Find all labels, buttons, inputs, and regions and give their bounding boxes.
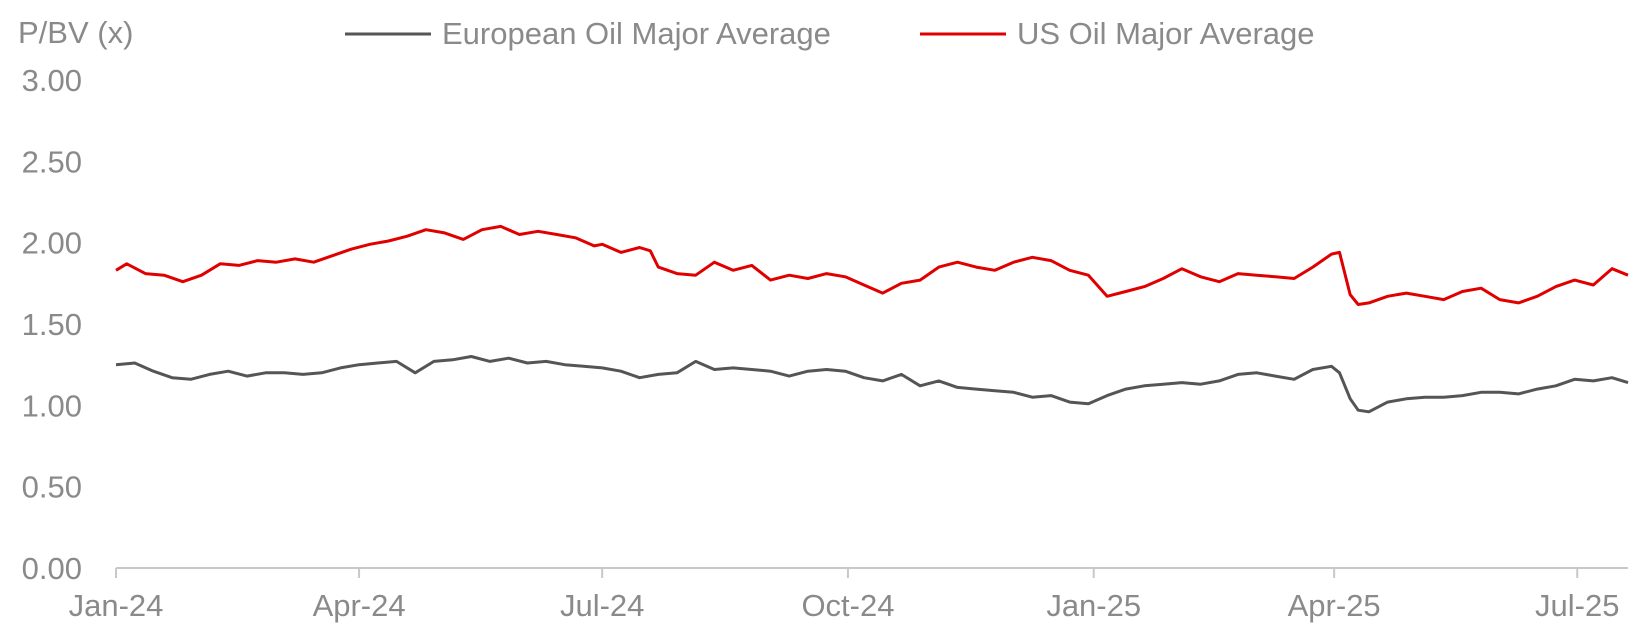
y-tick-label: 0.00 bbox=[22, 551, 82, 586]
x-tick-label: Apr-25 bbox=[1288, 588, 1381, 623]
legend: European Oil Major Average US Oil Major A… bbox=[345, 16, 1315, 51]
x-tick-label: Jan-25 bbox=[1046, 588, 1141, 623]
x-tick-label: Oct-24 bbox=[801, 588, 894, 623]
y-tick-label: 2.50 bbox=[22, 144, 82, 179]
y-tick-label: 2.00 bbox=[22, 226, 82, 261]
x-tick-label: Jan-24 bbox=[69, 588, 164, 623]
legend-label-european-oil-major-average: European Oil Major Average bbox=[442, 16, 831, 51]
y-tick-label: 1.00 bbox=[22, 388, 82, 423]
y-tick-label: 3.00 bbox=[22, 63, 82, 98]
x-tick-label: Jul-25 bbox=[1535, 588, 1619, 623]
series-line-us-oil-major-average bbox=[115, 224, 1629, 306]
x-axis-ticks: Jan-24 Apr-24 Jul-24 Oct-24 Jan-25 Apr-25 Jul-… bbox=[69, 568, 1619, 623]
y-tick-label: 0.50 bbox=[22, 470, 82, 505]
series-line-european-oil-major-average bbox=[115, 355, 1629, 414]
legend-label-us-oil-major-average: US Oil Major Average bbox=[1017, 16, 1315, 51]
x-tick-label: Apr-24 bbox=[313, 588, 406, 623]
x-tick-label: Jul-24 bbox=[560, 588, 644, 623]
y-tick-label: 1.50 bbox=[22, 307, 82, 342]
y-axis-ticks: 0.00 0.50 1.00 1.50 2.00 2.50 3.00 bbox=[22, 63, 82, 586]
series-layer bbox=[115, 224, 1629, 414]
y-axis-title: P/BV (x) bbox=[18, 15, 133, 50]
